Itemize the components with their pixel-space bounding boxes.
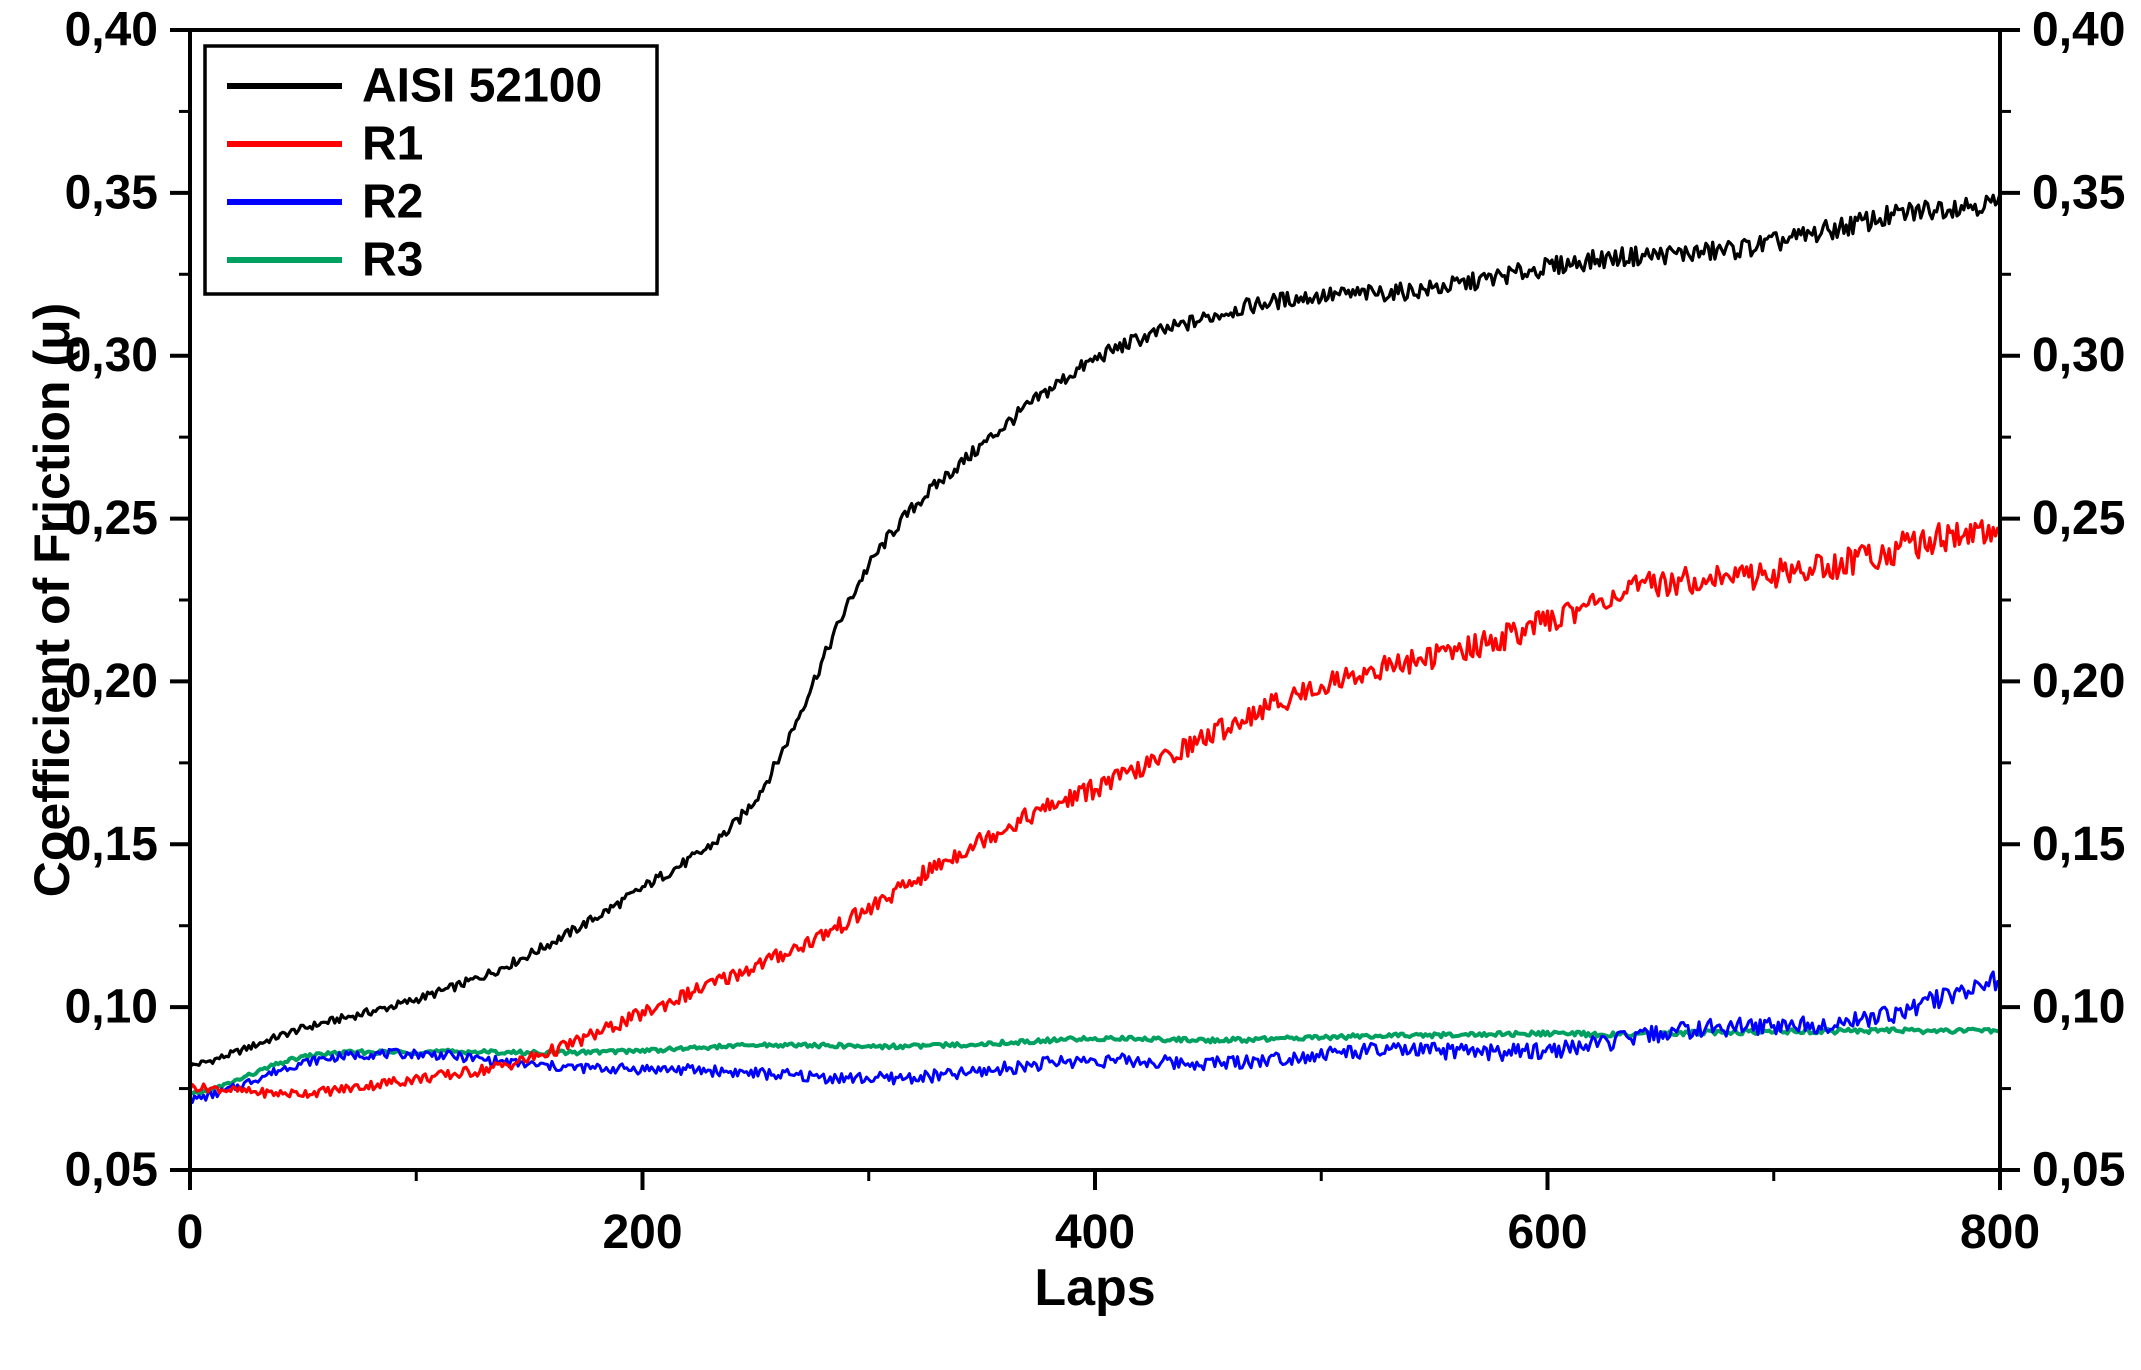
legend-label: R3 xyxy=(362,234,423,287)
y-tick-label-right: 0,30 xyxy=(2032,329,2125,382)
legend-item: R3 xyxy=(227,234,423,287)
y-tick-label-left: 0,20 xyxy=(65,655,158,708)
legend-label: AISI 52100 xyxy=(362,60,602,113)
series-line-aisi-52100 xyxy=(188,193,2002,1069)
x-axis-label: Laps xyxy=(1034,1259,1156,1317)
plot-frame xyxy=(188,28,2002,1172)
y-tick-label-right: 0,20 xyxy=(2032,655,2125,708)
y-axis-label: Coefficient of Friction (μ) xyxy=(24,302,80,898)
legend-label: R2 xyxy=(362,176,423,229)
y-tick-label-left: 0,10 xyxy=(65,981,158,1034)
y-tick-label-right: 0,35 xyxy=(2032,166,2125,219)
legend-item: AISI 52100 xyxy=(227,60,602,113)
x-tick-label: 200 xyxy=(602,1206,682,1259)
y-tick-label-right: 0,10 xyxy=(2032,981,2125,1034)
legend-item: R2 xyxy=(227,176,423,229)
legend-item: R1 xyxy=(227,118,423,171)
x-tick-label: 0 xyxy=(177,1206,204,1259)
y-tick-label-right: 0,40 xyxy=(2032,4,2125,57)
series-line-r1 xyxy=(188,519,2002,1099)
y-tick-label-left: 0,25 xyxy=(65,492,158,545)
series-line-r2 xyxy=(189,970,2002,1105)
x-tick-label: 800 xyxy=(1960,1206,2040,1259)
y-tick-label-left: 0,15 xyxy=(65,818,158,871)
y-tick-label-left: 0,40 xyxy=(65,4,158,57)
y-tick-label-right: 0,05 xyxy=(2032,1144,2125,1197)
y-tick-label-right: 0,25 xyxy=(2032,492,2125,545)
legend-label: R1 xyxy=(362,118,423,171)
x-tick-label: 400 xyxy=(1055,1206,1135,1259)
y-tick-label-right: 0,15 xyxy=(2032,818,2125,871)
y-tick-label-left: 0,35 xyxy=(65,166,158,219)
y-tick-label-left: 0,30 xyxy=(65,329,158,382)
y-tick-label-left: 0,05 xyxy=(65,1144,158,1197)
x-tick-label: 600 xyxy=(1507,1206,1587,1259)
